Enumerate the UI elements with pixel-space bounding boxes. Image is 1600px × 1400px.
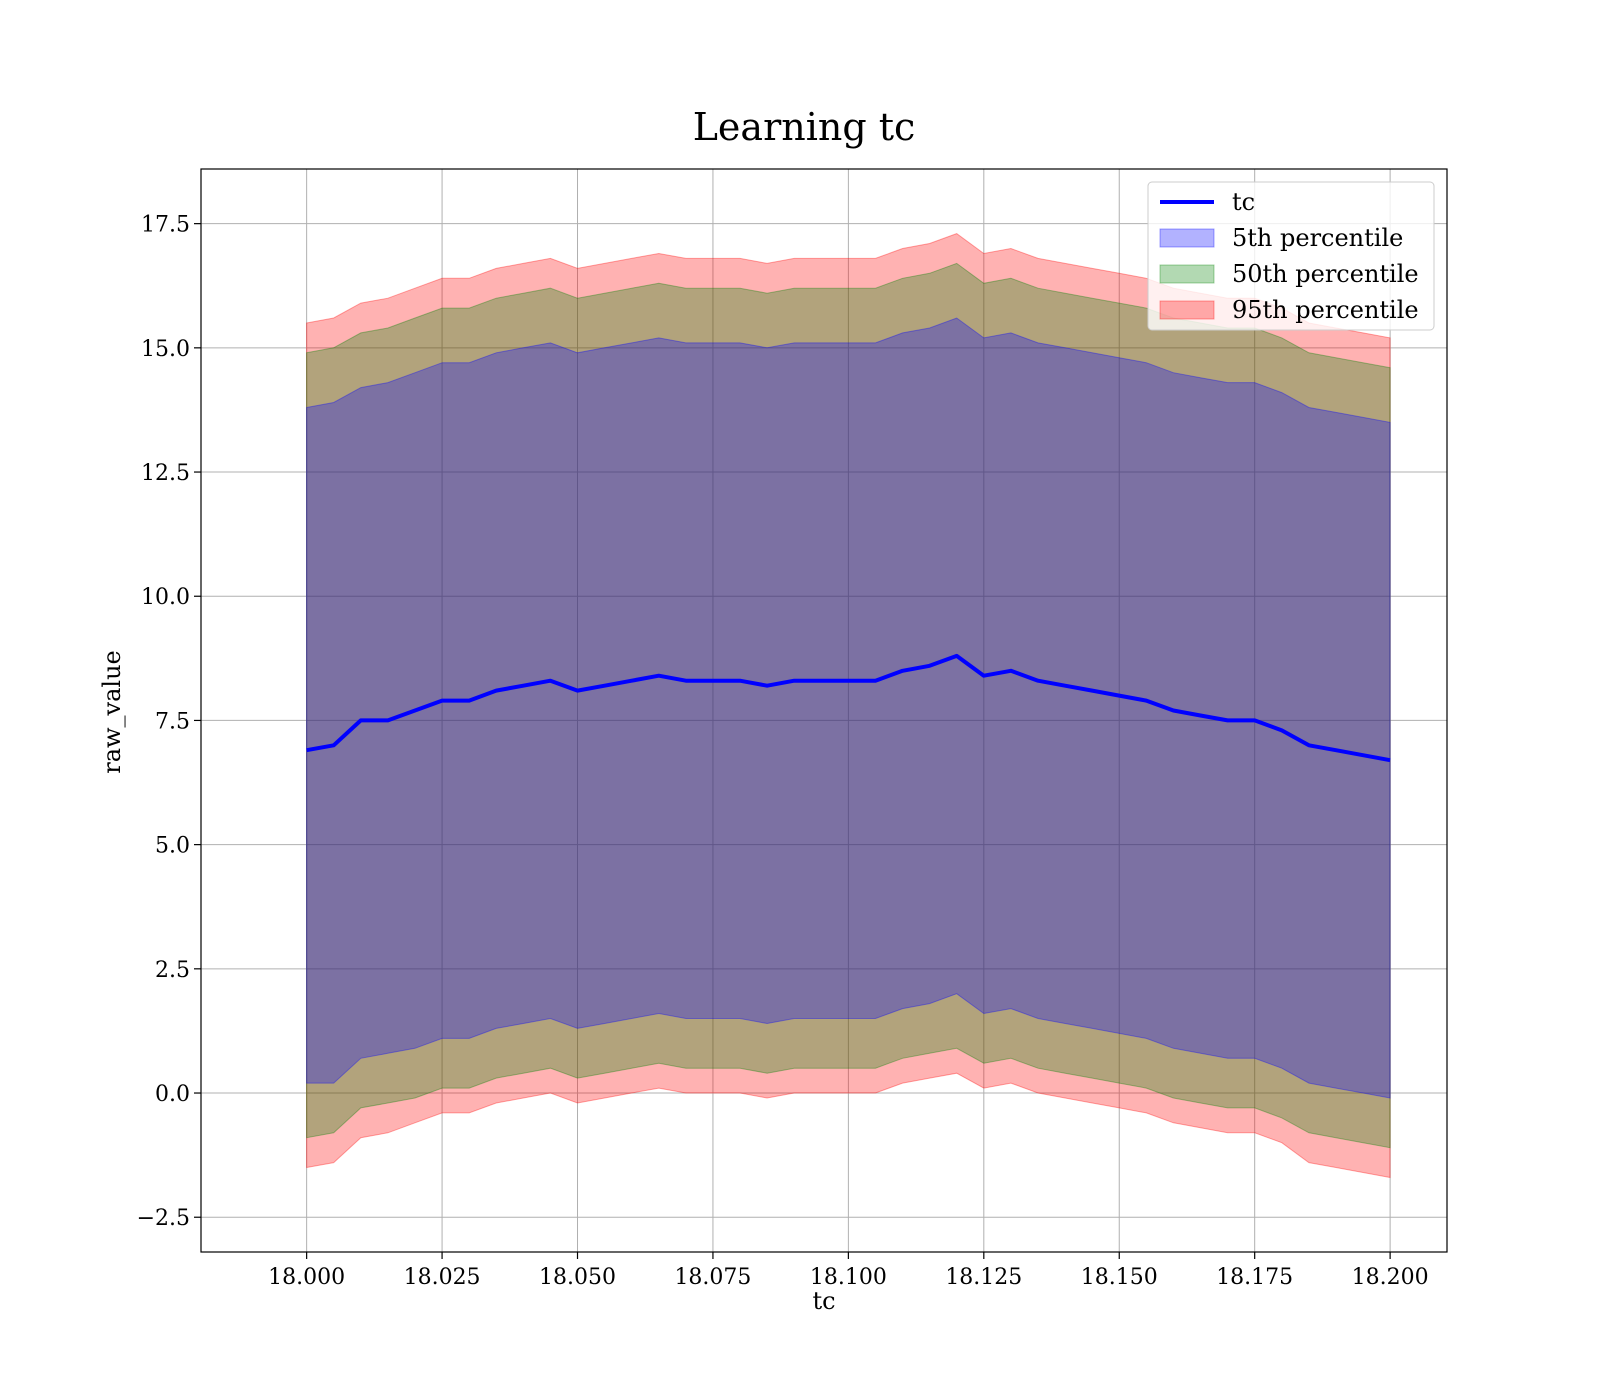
- legend-label-5th-percentile: 5th percentile: [1232, 224, 1403, 252]
- y-tick-label: 5.0: [155, 834, 190, 859]
- legend-swatch-50th-percentile: [1159, 264, 1215, 284]
- chart-title: Learning tc: [693, 105, 916, 149]
- x-axis: 18.000 18.025 18.050 18.075 18.100 18.125 18.1…: [268, 1252, 1429, 1290]
- x-tick-label: 18.000: [268, 1265, 345, 1290]
- x-tick-label: 18.100: [810, 1265, 887, 1290]
- lines: [306, 653, 1391, 763]
- y-tick-label: 7.5: [155, 709, 190, 734]
- legend-items: tc 5th percentile 50th percentile 95th perc…: [1159, 188, 1419, 324]
- x-tick-label: 18.150: [1081, 1265, 1158, 1290]
- x-tick-label: 18.075: [674, 1265, 751, 1290]
- plot-area: 18.000 18.025 18.050 18.075 18.100 18.125 18.1…: [137, 168, 1448, 1290]
- plot-frame: [200, 168, 1448, 1253]
- legend: tc 5th percentile 50th percentile 95th perc…: [1147, 181, 1435, 331]
- band-5th-percentile: [306, 317, 1391, 1099]
- y-tick-label: 12.5: [141, 461, 190, 486]
- x-tick-label: 18.175: [1216, 1265, 1293, 1290]
- y-tick-label: 2.5: [155, 958, 190, 983]
- legend-box: [1147, 181, 1435, 331]
- y-tick-label: 0.0: [155, 1082, 190, 1107]
- band-95th-percentile: [306, 233, 1391, 1179]
- x-axis-label: tc: [812, 1287, 835, 1315]
- y-tick-label: −2.5: [137, 1206, 190, 1231]
- y-tick-label: 15.0: [141, 337, 190, 362]
- grid: [201, 169, 1447, 1252]
- series-line-tc: [306, 653, 1391, 763]
- y-axis: −2.5 0.0 2.5 5.0 7.5 10.0 12.5 15.0 17.5: [137, 213, 201, 1231]
- plot-background: [201, 169, 1447, 1252]
- legend-label-tc: tc: [1232, 188, 1255, 216]
- y-tick-label: 10.0: [141, 585, 190, 610]
- x-tick-label: 18.025: [404, 1265, 481, 1290]
- legend-swatch-5th-percentile: [1159, 228, 1215, 248]
- x-tick-label: 18.200: [1352, 1265, 1429, 1290]
- y-tick-label: 17.5: [141, 213, 190, 238]
- bands: [306, 233, 1391, 1179]
- legend-label-95th-percentile: 95th percentile: [1232, 296, 1419, 324]
- band-50th-percentile: [306, 262, 1391, 1149]
- legend-swatch-95th-percentile: [1159, 300, 1215, 320]
- y-axis-label: raw_value: [98, 650, 126, 774]
- x-tick-label: 18.125: [945, 1265, 1022, 1290]
- legend-label-50th-percentile: 50th percentile: [1232, 260, 1419, 288]
- x-tick-label: 18.050: [539, 1265, 616, 1290]
